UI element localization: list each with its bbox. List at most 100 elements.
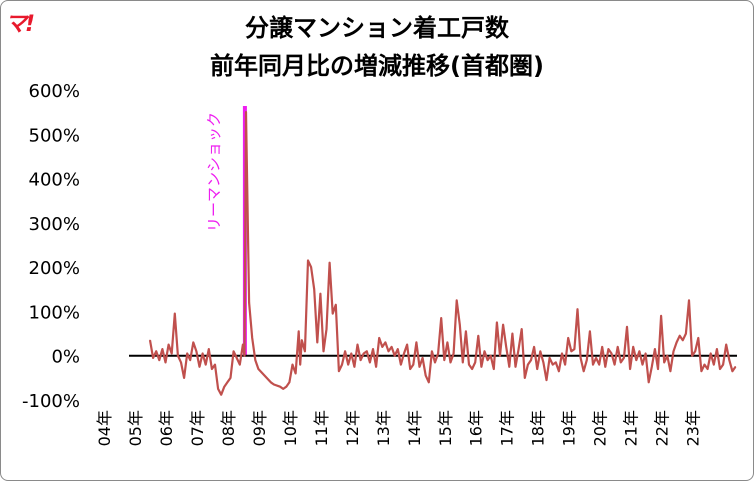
data-point: [480, 366, 483, 368]
data-point: [443, 359, 445, 361]
data-point: [533, 346, 535, 348]
data-point: [518, 348, 520, 350]
data-point: [539, 350, 541, 352]
x-tick-label: 06年: [157, 410, 176, 446]
data-point: [220, 394, 222, 396]
data-point: [462, 361, 464, 363]
data-point: [719, 368, 721, 370]
data-point: [493, 368, 495, 370]
data-point: [672, 350, 675, 352]
data-point: [530, 359, 532, 361]
data-point: [307, 259, 309, 262]
data-point: [229, 377, 232, 379]
x-tick-label: 15年: [436, 410, 455, 446]
x-tick-label: 21年: [622, 410, 641, 446]
x-tick-label: 22年: [653, 410, 672, 446]
data-point: [288, 381, 290, 383]
x-tick-label: 17年: [498, 410, 517, 446]
data-point: [243, 355, 246, 357]
data-point: [403, 352, 405, 355]
data-point: [564, 363, 566, 366]
data-point: [521, 328, 523, 330]
data-point: [282, 388, 284, 390]
data-point: [226, 381, 229, 383]
data-point: [536, 368, 538, 370]
data-point: [620, 361, 622, 363]
x-tick-label: 12年: [343, 410, 362, 446]
x-tick-label: 16年: [467, 410, 486, 446]
data-point: [384, 341, 387, 344]
data-point: [487, 359, 489, 361]
data-point: [400, 363, 402, 366]
data-point: [638, 350, 641, 352]
y-tick-label: -100%: [22, 391, 80, 412]
data-point: [338, 370, 340, 372]
x-tick-label: 04年: [95, 410, 114, 446]
data-point: [617, 346, 619, 348]
data-point: [223, 386, 225, 388]
y-tick-label: 500%: [29, 125, 80, 146]
chart-title: 分譲マンション着工戸数: [245, 14, 509, 42]
data-point: [499, 355, 501, 357]
data-point: [174, 313, 176, 315]
data-point: [397, 348, 399, 350]
y-tick-label: 400%: [29, 170, 80, 191]
data-point: [372, 348, 374, 350]
data-point: [604, 366, 606, 368]
data-point: [378, 337, 380, 339]
data-point: [548, 357, 551, 359]
data-point: [558, 370, 560, 372]
data-point: [496, 321, 498, 324]
data-point: [601, 346, 603, 348]
x-tick-label: 05年: [126, 410, 145, 446]
data-point: [731, 370, 733, 372]
data-point: [561, 352, 563, 355]
data-point: [477, 335, 479, 337]
data-point: [456, 299, 458, 301]
data-point: [270, 381, 272, 383]
data-point: [555, 361, 557, 363]
data-point: [579, 357, 582, 359]
data-point: [511, 332, 514, 335]
data-point: [675, 341, 678, 344]
data-point: [502, 324, 504, 326]
data-point: [192, 341, 194, 344]
data-point: [205, 363, 207, 366]
data-point: [195, 350, 198, 352]
data-point: [208, 348, 210, 350]
y-tick-label: 600%: [29, 81, 80, 102]
y-tick-label: 100%: [29, 302, 80, 323]
data-point: [257, 368, 259, 370]
chart-subtitle: 前年同月比の増減推移(首都圏): [210, 52, 544, 80]
x-tick-label: 07年: [188, 410, 207, 446]
data-point: [425, 375, 427, 377]
data-point: [356, 344, 359, 346]
data-point: [527, 363, 529, 366]
data-point: [685, 332, 687, 335]
data-point: [299, 363, 301, 366]
data-point: [595, 357, 597, 359]
series-line: [148, 110, 737, 396]
data-point: [149, 339, 151, 341]
data-point: [508, 366, 510, 368]
data-point: [706, 368, 709, 370]
data-point: [171, 352, 173, 355]
data-point: [490, 355, 492, 357]
y-tick-label: 0%: [51, 347, 80, 368]
data-point: [418, 366, 421, 368]
data-point: [428, 381, 430, 383]
data-point: [505, 346, 507, 348]
data-point: [350, 352, 352, 355]
plot-area: [129, 110, 737, 396]
data-point: [734, 366, 737, 368]
data-point: [155, 350, 157, 352]
x-tick-label: 19年: [560, 410, 579, 446]
data-point: [394, 355, 396, 357]
data-point: [437, 352, 439, 355]
annotation-label: リーマンショック: [205, 112, 223, 232]
data-point: [725, 344, 727, 346]
data-point: [325, 328, 328, 330]
data-point: [332, 313, 334, 315]
